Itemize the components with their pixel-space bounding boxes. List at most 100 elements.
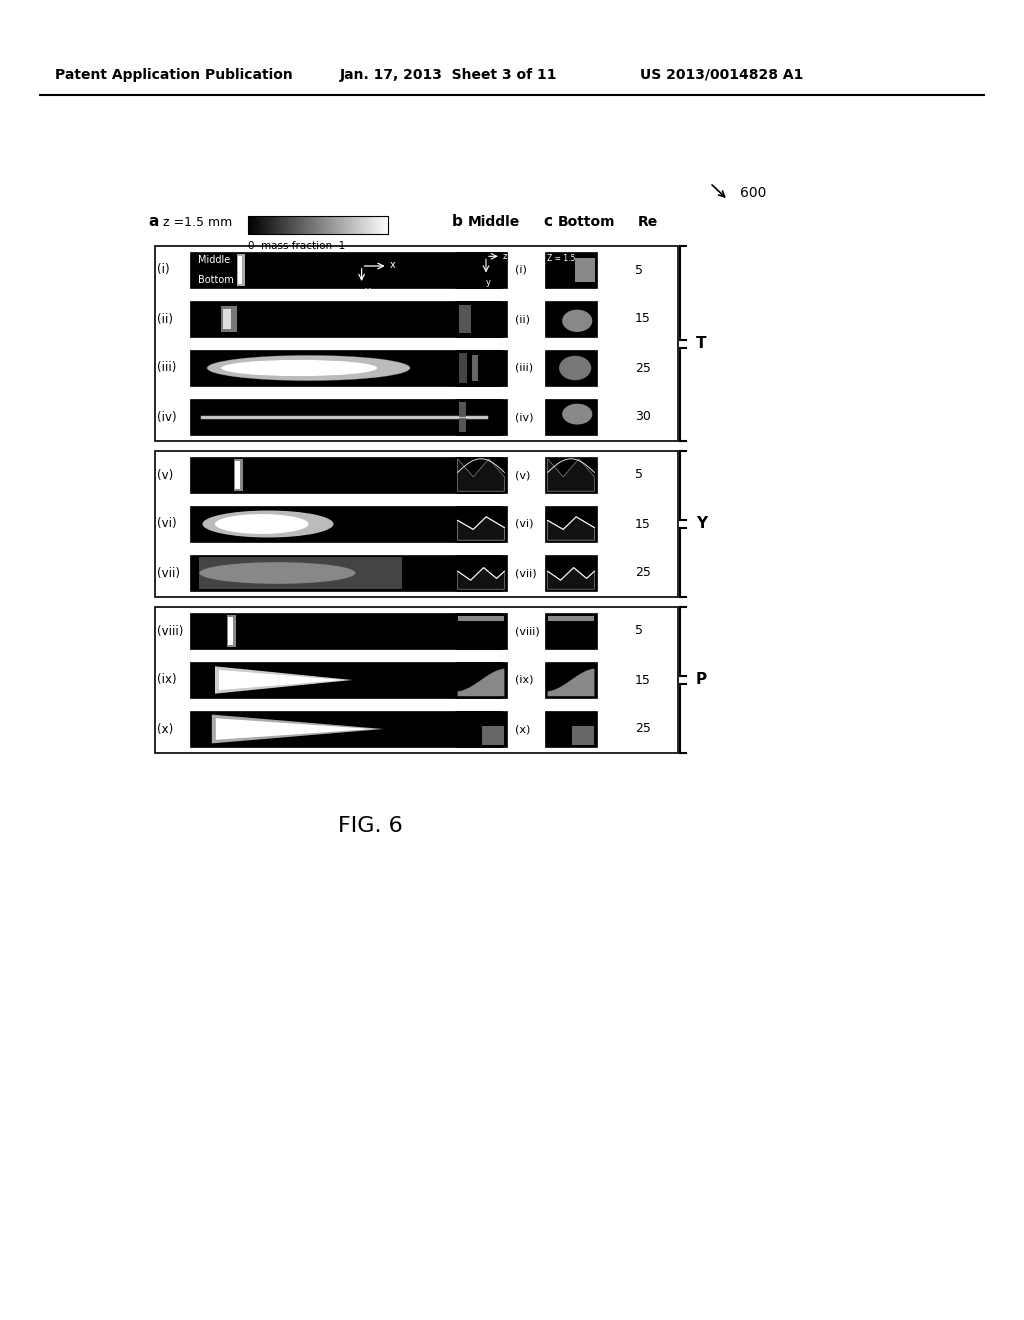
Bar (221, 306, 238, 333)
Bar (343, 216, 345, 234)
Bar (350, 216, 352, 234)
Text: 5: 5 (635, 264, 643, 276)
Bar (318, 216, 319, 234)
Bar (255, 216, 257, 234)
Bar (263, 216, 265, 234)
Bar (269, 216, 271, 234)
Bar (323, 216, 325, 234)
Bar (238, 256, 242, 284)
Bar (190, 711, 502, 747)
Bar (342, 216, 344, 234)
Bar (482, 726, 505, 746)
Bar (361, 216, 364, 234)
Bar (334, 216, 335, 234)
Text: (x): (x) (157, 722, 173, 735)
Bar (223, 309, 231, 329)
Bar (273, 216, 275, 234)
Bar (387, 216, 388, 234)
Text: (vi): (vi) (515, 519, 534, 529)
Ellipse shape (562, 310, 592, 331)
Bar (373, 216, 375, 234)
Text: US 2013/0014828 A1: US 2013/0014828 A1 (640, 69, 804, 82)
Bar (234, 461, 240, 488)
Text: Bottom: Bottom (558, 215, 615, 228)
Bar (301, 216, 303, 234)
Text: Patent Application Publication: Patent Application Publication (55, 69, 293, 82)
Bar (248, 216, 388, 234)
Bar (382, 216, 384, 234)
Text: (x): (x) (425, 723, 440, 734)
Bar (374, 216, 376, 234)
Bar (369, 216, 371, 234)
Bar (190, 612, 502, 649)
Bar (319, 216, 322, 234)
Bar (455, 301, 507, 337)
Text: (vii): (vii) (425, 568, 446, 578)
Bar (545, 612, 597, 649)
Bar (357, 216, 359, 234)
Polygon shape (458, 669, 505, 696)
Bar (252, 216, 254, 234)
Bar (331, 216, 333, 234)
Bar (316, 216, 318, 234)
Text: (iv): (iv) (157, 411, 176, 424)
Bar (366, 216, 368, 234)
Text: (v): (v) (425, 470, 440, 480)
Bar (308, 216, 310, 234)
Bar (313, 216, 315, 234)
Bar (370, 216, 372, 234)
Bar (384, 216, 386, 234)
Bar (297, 216, 299, 234)
Bar (303, 216, 304, 234)
Bar (190, 399, 502, 436)
Bar (258, 216, 260, 234)
Bar (360, 216, 361, 234)
Bar (227, 615, 237, 647)
Text: Middle: Middle (468, 215, 520, 228)
Polygon shape (458, 459, 505, 491)
Text: (v): (v) (515, 470, 530, 480)
Bar (286, 216, 288, 234)
Text: FIG. 6: FIG. 6 (338, 816, 402, 836)
Polygon shape (548, 568, 594, 589)
Text: 25: 25 (635, 722, 651, 735)
Text: 30: 30 (635, 411, 651, 424)
Text: (ii): (ii) (515, 314, 530, 323)
Bar (548, 616, 594, 620)
Text: 15: 15 (635, 673, 651, 686)
Text: Y: Y (696, 516, 708, 532)
Text: (iv): (iv) (425, 412, 443, 422)
Bar (296, 216, 298, 234)
Bar (262, 216, 264, 234)
Bar (200, 557, 402, 589)
Ellipse shape (203, 511, 334, 537)
Bar (345, 216, 346, 234)
Bar (305, 216, 307, 234)
Bar (545, 457, 597, 492)
Bar (545, 301, 597, 337)
Polygon shape (548, 517, 594, 540)
Text: (x): (x) (515, 723, 530, 734)
Text: (viii): (viii) (425, 626, 450, 636)
Text: 15: 15 (635, 313, 651, 326)
Bar (190, 457, 502, 492)
Bar (346, 216, 348, 234)
Bar (362, 216, 365, 234)
Bar (455, 506, 507, 543)
Text: P: P (696, 672, 708, 688)
Text: z: z (503, 252, 507, 261)
Polygon shape (458, 517, 505, 540)
Text: 25: 25 (635, 566, 651, 579)
Text: 600: 600 (740, 186, 766, 201)
Bar (311, 216, 313, 234)
Bar (300, 216, 302, 234)
Ellipse shape (562, 404, 592, 425)
Bar (545, 711, 597, 747)
Bar (190, 252, 502, 288)
Bar (312, 216, 314, 234)
Bar (274, 216, 276, 234)
Bar (336, 216, 338, 234)
Bar (354, 216, 356, 234)
Text: x: x (389, 260, 395, 271)
Bar (294, 216, 296, 234)
